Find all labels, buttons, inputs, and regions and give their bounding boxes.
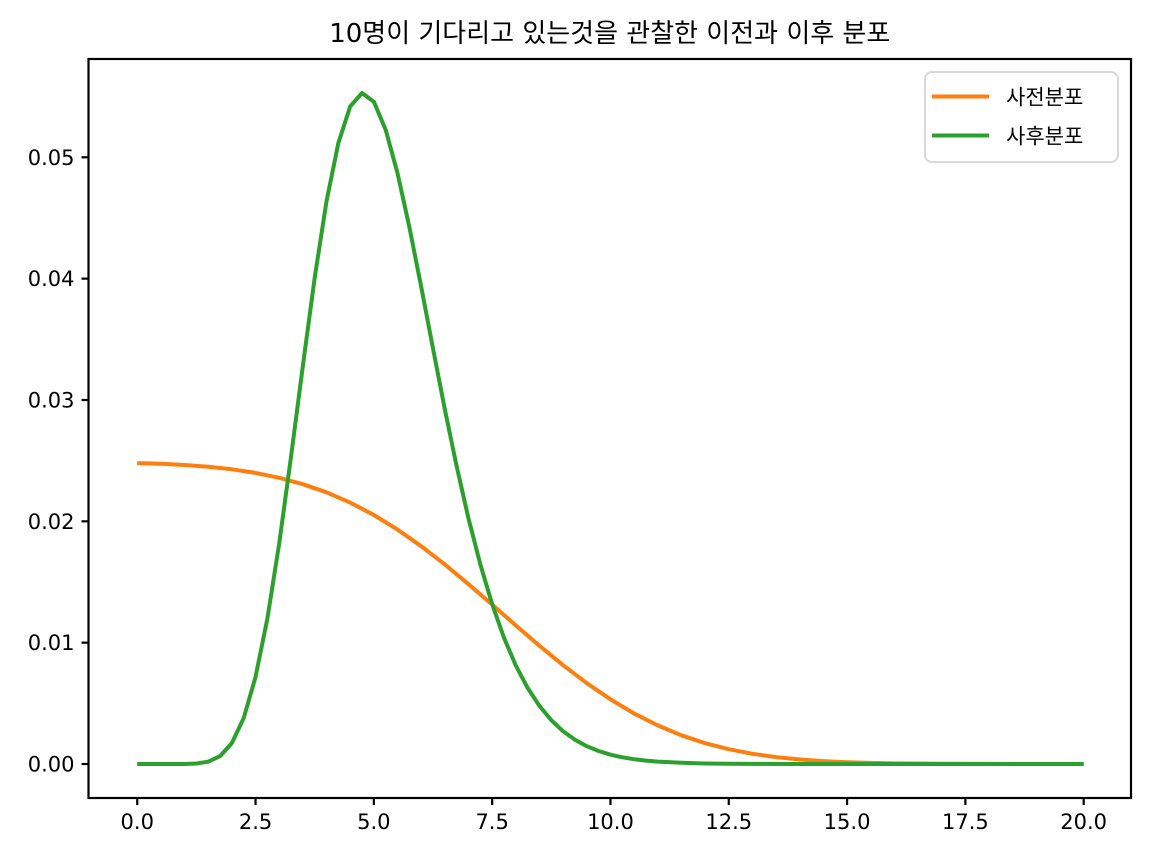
x-tick-label: 20.0 xyxy=(1060,810,1107,834)
y-tick-label: 0.04 xyxy=(28,267,75,291)
x-tick-label: 15.0 xyxy=(824,810,871,834)
y-tick-label: 0.03 xyxy=(28,388,75,412)
y-tick-label: 0.01 xyxy=(28,631,75,655)
y-tick-label: 0.00 xyxy=(28,753,75,777)
series-lines xyxy=(137,91,1084,766)
x-axis: 0.0 2.5 5.0 7.5 10.0 12.5 15.0 17.5 20.0 xyxy=(121,798,1107,834)
legend-label-prior: 사전분포 xyxy=(1006,86,1083,110)
x-tick-label: 12.5 xyxy=(705,810,752,834)
series-line-posterior xyxy=(137,91,1084,766)
x-tick-label: 17.5 xyxy=(942,810,989,834)
y-tick-label: 0.02 xyxy=(28,510,75,534)
legend-label-posterior: 사후분포 xyxy=(1006,125,1083,149)
x-tick-label: 2.5 xyxy=(239,810,272,834)
x-tick-label: 0.0 xyxy=(121,810,154,834)
y-tick-label: 0.05 xyxy=(28,146,75,170)
x-tick-label: 7.5 xyxy=(475,810,508,834)
plot-border xyxy=(87,57,1133,800)
legend: 사전분포 사후분포 xyxy=(924,71,1119,163)
x-tick-label: 10.0 xyxy=(587,810,634,834)
x-tick-label: 5.0 xyxy=(357,810,390,834)
series-line-prior xyxy=(137,461,1084,766)
y-axis: 0.00 0.01 0.02 0.03 0.04 0.05 xyxy=(28,146,89,777)
chart-title: 10명이 기다리고 있는것을 관찰한 이전과 이후 분포 xyxy=(329,19,890,49)
